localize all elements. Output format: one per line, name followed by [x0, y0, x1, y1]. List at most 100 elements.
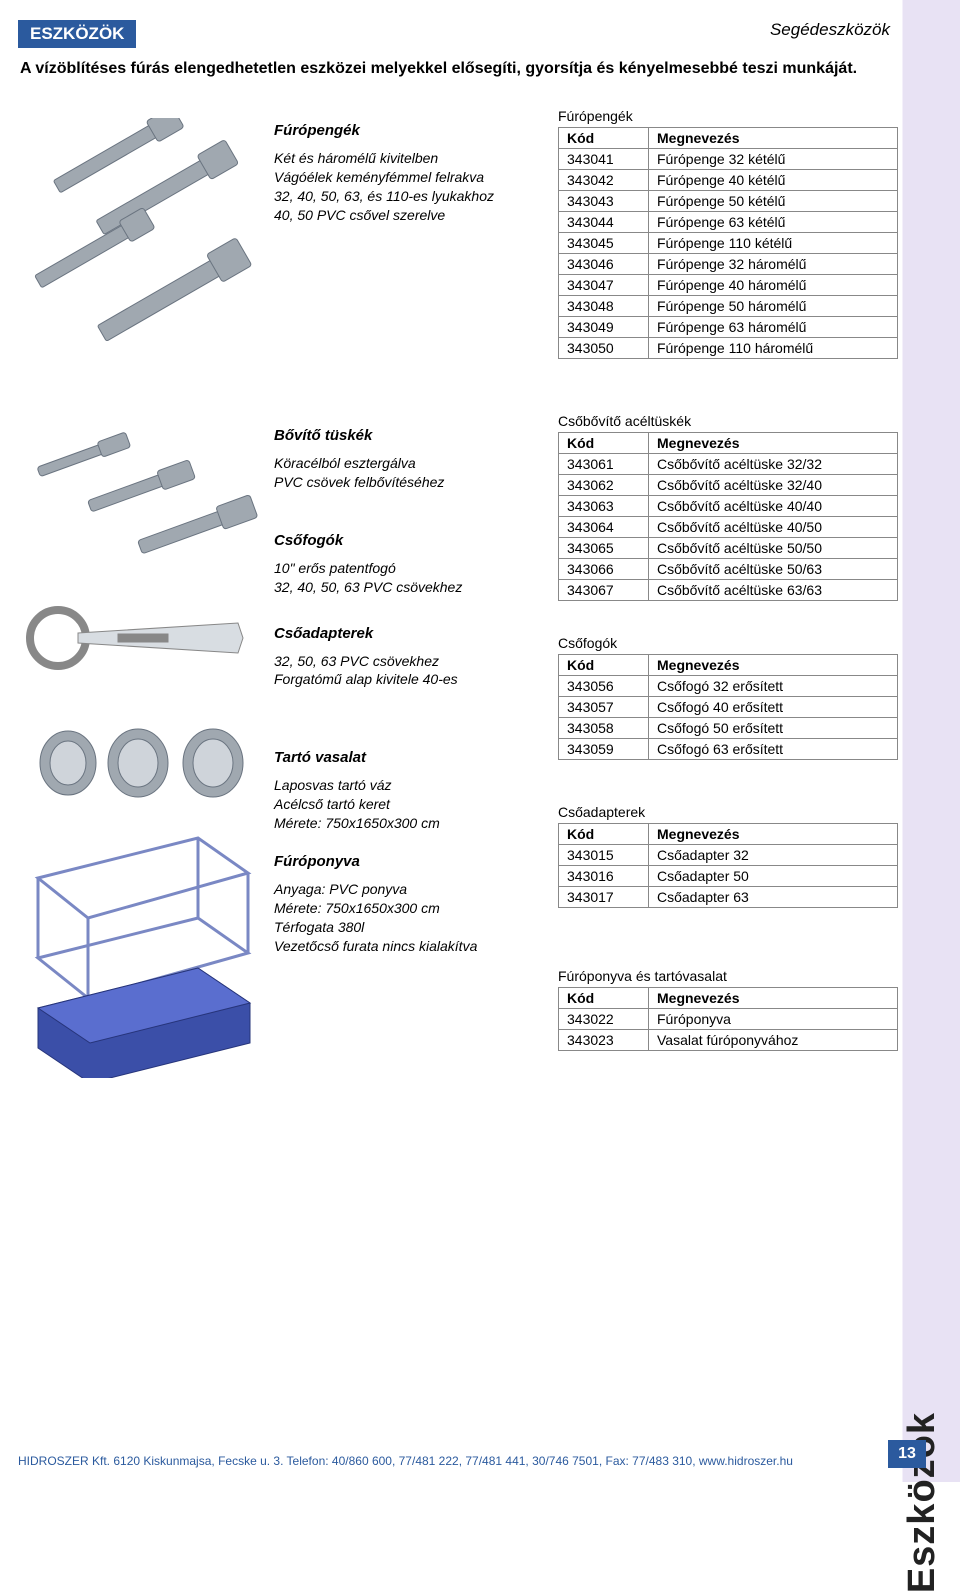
title-tuskek: Bővítő tüskék [274, 427, 540, 444]
title-furopengek: Fúrópengék [274, 122, 540, 139]
illustration-furopengek [18, 108, 268, 383]
table-row: 343023Vasalat fúróponyvához [559, 1030, 898, 1051]
cell-name: Csőadapter 50 [649, 866, 898, 887]
table-row: 343047Fúrópenge 40 háromélű [559, 275, 898, 296]
cell-name: Csőfogó 40 erősített [649, 697, 898, 718]
cell-code: 343066 [559, 559, 649, 580]
cell-name: Vasalat fúróponyvához [649, 1030, 898, 1051]
cell-name: Csőbővítő acéltüske 32/32 [649, 454, 898, 475]
cell-name: Fúrópenge 110 kétélű [649, 233, 898, 254]
th-code: Kód [559, 988, 649, 1009]
cell-name: Fúrópenge 63 háromélű [649, 317, 898, 338]
cell-code: 343067 [559, 580, 649, 601]
table-row: 343044Fúrópenge 63 kétélű [559, 212, 898, 233]
cell-name: Fúrópenge 32 háromélű [649, 254, 898, 275]
cell-code: 343042 [559, 170, 649, 191]
cell-code: 343062 [559, 475, 649, 496]
cell-name: Csőbővítő acéltüske 63/63 [649, 580, 898, 601]
table-row: 343049Fúrópenge 63 háromélű [559, 317, 898, 338]
mid-furopengek: Fúrópengék Két és háromélű kivitelben Vá… [268, 108, 558, 237]
table-row: 343059Csőfogó 63 erősített [559, 739, 898, 760]
table-furopengek-col: Fúrópengék KódMegnevezés 343041Fúrópenge… [558, 108, 932, 359]
th-name: Megnevezés [649, 988, 898, 1009]
title-ponyva: Fúróponyva [274, 853, 540, 870]
cell-code: 343043 [559, 191, 649, 212]
table-row: 343056Csőfogó 32 erősített [559, 676, 898, 697]
footer-text: HIDROSZER Kft. 6120 Kiskunmajsa, Fecske … [18, 1454, 793, 1468]
table-furopengek: KódMegnevezés 343041Fúrópenge 32 kétélű3… [558, 127, 898, 359]
title-csofogok: Csőfogók [274, 532, 540, 549]
cell-name: Fúrópenge 40 háromélű [649, 275, 898, 296]
table-row: 343043Fúrópenge 50 kétélű [559, 191, 898, 212]
table-row: 343064Csőbővítő acéltüske 40/50 [559, 517, 898, 538]
cell-code: 343063 [559, 496, 649, 517]
spike-icon [18, 423, 258, 583]
desc-csofogok: 10" erős patentfogó 32, 40, 50, 63 PVC c… [274, 559, 540, 597]
th-code: Kód [559, 128, 649, 149]
cell-code: 343047 [559, 275, 649, 296]
cell-name: Csőbővítő acéltüske 50/63 [649, 559, 898, 580]
table-row: 343062Csőbővítő acéltüske 32/40 [559, 475, 898, 496]
page-number: 13 [888, 1440, 926, 1468]
table-row: 343066Csőbővítő acéltüske 50/63 [559, 559, 898, 580]
th-code: Kód [559, 824, 649, 845]
t4-title: Csőadapterek [558, 804, 932, 820]
page: ESZKÖZÖK Segédeszközök A vízöblítéses fú… [0, 0, 960, 1482]
table-csofogok: KódMegnevezés 343056Csőfogó 32 erősített… [558, 654, 898, 760]
desc-ponyva: Anyaga: PVC ponyva Mérete: 750x1650x300 … [274, 880, 540, 956]
table-row: 343048Fúrópenge 50 háromélű [559, 296, 898, 317]
cell-name: Csőfogó 50 erősített [649, 718, 898, 739]
cell-name: Fúrópenge 32 kétélű [649, 149, 898, 170]
cell-code: 343045 [559, 233, 649, 254]
cell-code: 343059 [559, 739, 649, 760]
table-row: 343067Csőbővítő acéltüske 63/63 [559, 580, 898, 601]
table-row: 343065Csőbővítő acéltüske 50/50 [559, 538, 898, 559]
table-ponyva: KódMegnevezés 343022Fúróponyva343023Vasa… [558, 987, 898, 1051]
cell-code: 343016 [559, 866, 649, 887]
cell-code: 343058 [559, 718, 649, 739]
cell-code: 343065 [559, 538, 649, 559]
footer: HIDROSZER Kft. 6120 Kiskunmajsa, Fecske … [18, 1454, 932, 1468]
cell-code: 343057 [559, 697, 649, 718]
cell-code: 343023 [559, 1030, 649, 1051]
cell-code: 343064 [559, 517, 649, 538]
cell-name: Csőbővítő acéltüske 40/50 [649, 517, 898, 538]
adapter-icon [18, 713, 258, 813]
cell-name: Fúrópenge 110 háromélű [649, 338, 898, 359]
th-code: Kód [559, 655, 649, 676]
t2-title: Csőbővítő acéltüskék [558, 413, 932, 429]
row-lower: Bővítő tüskék Köracélból esztergálva PVC… [18, 413, 932, 1083]
cell-code: 343015 [559, 845, 649, 866]
th-code: Kód [559, 433, 649, 454]
cell-name: Csőadapter 63 [649, 887, 898, 908]
row-furopengek: Fúrópengék Két és háromélű kivitelben Vá… [18, 108, 932, 383]
mid-lower: Bővítő tüskék Köracélból esztergálva PVC… [268, 413, 558, 1083]
cell-code: 343048 [559, 296, 649, 317]
cell-code: 343056 [559, 676, 649, 697]
table-row: 343063Csőbővítő acéltüske 40/40 [559, 496, 898, 517]
cell-code: 343050 [559, 338, 649, 359]
desc-adapterek: 32, 50, 63 PVC csövekhez Forgatómű alap … [274, 652, 540, 690]
cell-name: Csőadapter 32 [649, 845, 898, 866]
cell-code: 343049 [559, 317, 649, 338]
title-adapterek: Csőadapterek [274, 625, 540, 642]
cell-code: 343044 [559, 212, 649, 233]
cell-name: Fúróponyva [649, 1009, 898, 1030]
tables-lower: Csőbővítő acéltüskék KódMegnevezés 34306… [558, 413, 932, 1083]
table-row: 343016Csőadapter 50 [559, 866, 898, 887]
cell-name: Csőfogó 63 erősített [649, 739, 898, 760]
table-title-furopengek: Fúrópengék [558, 108, 932, 124]
intro-text: A vízöblítéses fúrás elengedhetetlen esz… [20, 60, 932, 78]
table-row: 343046Fúrópenge 32 háromélű [559, 254, 898, 275]
table-row: 343015Csőadapter 32 [559, 845, 898, 866]
illustration-lower [18, 413, 268, 1083]
pliers-icon [18, 588, 258, 708]
t3-title: Csőfogók [558, 635, 932, 651]
cell-name: Fúrópenge 50 kétélű [649, 191, 898, 212]
cell-code: 343041 [559, 149, 649, 170]
table-row: 343017Csőadapter 63 [559, 887, 898, 908]
cell-code: 343061 [559, 454, 649, 475]
t5-title: Fúróponyva és tartóvasalat [558, 968, 932, 984]
cell-code: 343017 [559, 887, 649, 908]
cell-code: 343022 [559, 1009, 649, 1030]
